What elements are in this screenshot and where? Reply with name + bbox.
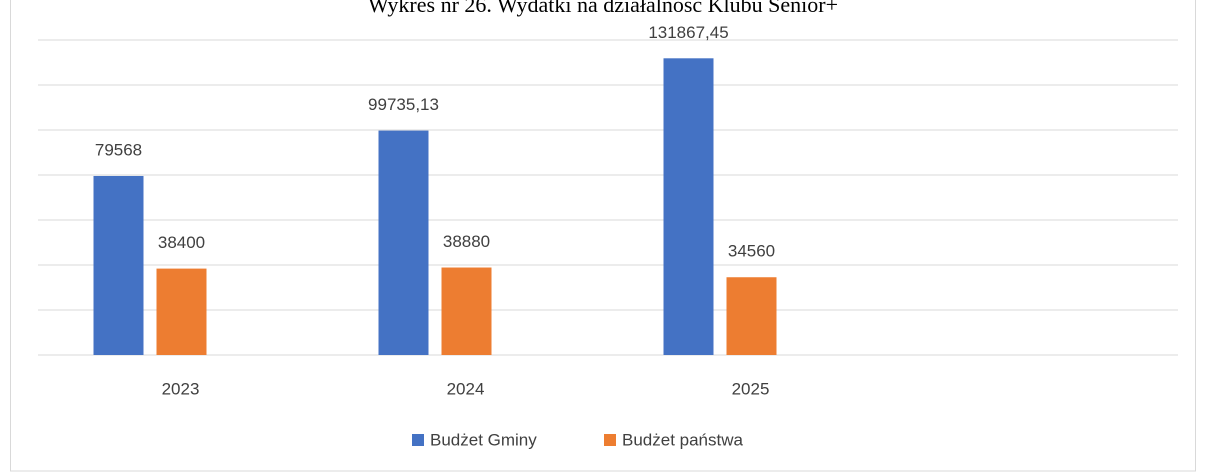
legend-label: Budżet państwa <box>622 430 744 449</box>
value-label: 34560 <box>728 242 775 261</box>
chart-title: Wykres nr 26. Wydatki na działalność Klu… <box>368 0 838 17</box>
bar <box>156 268 207 355</box>
legend-swatch <box>412 434 424 446</box>
value-label: 38880 <box>443 232 490 251</box>
bar <box>441 267 492 355</box>
value-label: 79568 <box>95 140 142 159</box>
x-tick-label: 2023 <box>162 379 200 398</box>
value-label: 131867,45 <box>648 23 728 42</box>
chart-frame <box>10 0 1196 472</box>
legend-label: Budżet Gminy <box>430 430 537 449</box>
bar <box>663 58 714 355</box>
bar <box>378 130 429 355</box>
x-tick-label: 2024 <box>447 379 485 398</box>
legend-swatch <box>604 434 616 446</box>
bar <box>93 175 144 355</box>
x-tick-label: 2025 <box>732 379 770 398</box>
value-label: 38400 <box>158 233 205 252</box>
bar <box>726 277 777 355</box>
value-label: 99735,13 <box>368 95 439 114</box>
